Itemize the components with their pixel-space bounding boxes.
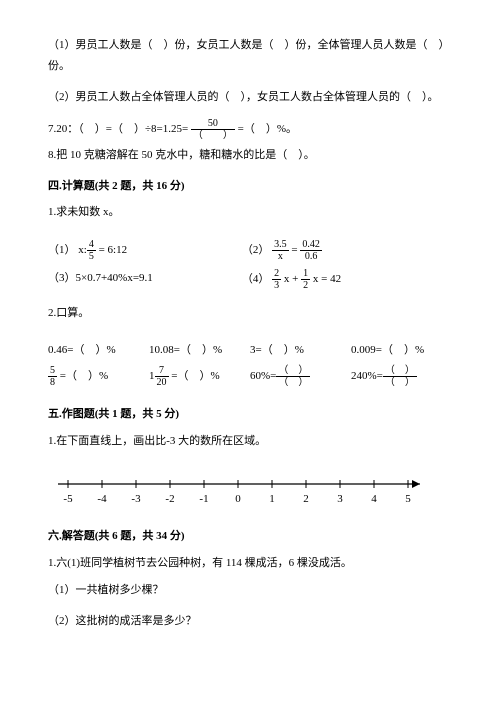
eq2-eq: = bbox=[291, 244, 297, 256]
frac-num: 7 bbox=[155, 365, 169, 377]
eq4-frac2: 12 bbox=[301, 268, 310, 291]
q1-part2: （2）男员工人数占全体管理人员的（ ），女员工人数占全体管理人员的（ ）。 bbox=[48, 87, 452, 108]
eq2-frac2: 0.420.6 bbox=[300, 239, 322, 262]
q7-frac: 50 （ ） bbox=[191, 118, 235, 141]
frac-num: 1 bbox=[301, 268, 310, 280]
svg-text:1: 1 bbox=[269, 493, 275, 505]
eq2-label: （2） bbox=[242, 244, 270, 256]
c2: 10.08=（ ）% bbox=[149, 340, 250, 361]
svg-text:3: 3 bbox=[337, 493, 343, 505]
frac-num: 50 bbox=[191, 118, 235, 130]
number-line: -5 -4 -3 -2 -1 0 1 2 3 4 5 bbox=[48, 466, 452, 516]
c8-text: 240%= bbox=[351, 370, 383, 382]
eq1: （1） x:45 = 6:12 bbox=[48, 239, 242, 262]
svg-text:-4: -4 bbox=[97, 493, 107, 505]
svg-text:-3: -3 bbox=[131, 493, 141, 505]
q7: 7.20：（ ）=（ ）÷8=1.25= 50 （ ） =（ ）%。 bbox=[48, 118, 452, 141]
c1: 0.46=（ ）% bbox=[48, 340, 149, 361]
frac-den: 8 bbox=[48, 377, 57, 388]
c5-frac: 58 bbox=[48, 365, 57, 388]
s4-q2: 2.口算。 bbox=[48, 303, 452, 324]
frac-den: 0.6 bbox=[300, 251, 322, 262]
svg-text:5: 5 bbox=[405, 493, 411, 505]
q1-part1: （1）男员工人数是（ ）份，女员工人数是（ ）份，全体管理人员人数是（ ）份。 bbox=[48, 35, 452, 77]
svg-text:2: 2 bbox=[303, 493, 309, 505]
q7-right: =（ ）%。 bbox=[238, 123, 297, 135]
eq4: （4） 23 x + 12 x = 42 bbox=[242, 268, 452, 291]
eq4-mid2: x = 42 bbox=[313, 273, 341, 285]
eq-row2: （3）5×0.7+40%x=9.1 （4） 23 x + 12 x = 42 bbox=[48, 268, 452, 291]
c5-text: =（ ）% bbox=[57, 370, 108, 382]
frac-den: x bbox=[272, 251, 289, 262]
frac-den: 3 bbox=[272, 280, 281, 291]
c7: 60%=（ ）（ ） bbox=[250, 365, 351, 388]
eq2-frac1: 3.5x bbox=[272, 239, 289, 262]
s5-q1: 1.在下面直线上，画出比-3 大的数所在区域。 bbox=[48, 431, 452, 452]
q8: 8.把 10 克糖溶解在 50 克水中，糖和糖水的比是（ ）。 bbox=[48, 145, 452, 166]
eq1-x: x: bbox=[78, 244, 87, 256]
frac-den: 2 bbox=[301, 280, 310, 291]
eq1-right: = 6:12 bbox=[99, 244, 128, 256]
c8-frac: （ ）（ ） bbox=[383, 365, 417, 388]
frac-num: 4 bbox=[87, 239, 96, 251]
frac-num: （ ） bbox=[383, 365, 417, 377]
s6-q1-1: （1）一共植树多少棵？ bbox=[48, 580, 452, 601]
section6-title: 六.解答题(共 6 题，共 34 分) bbox=[48, 526, 452, 547]
c6-frac: 720 bbox=[155, 365, 169, 388]
eq1-label: （1） bbox=[48, 244, 76, 256]
calc-row1: 0.46=（ ）% 10.08=（ ）% 3=（ ）% 0.009=（ ）% bbox=[48, 340, 452, 361]
eq2: （2） 3.5x = 0.420.6 bbox=[242, 239, 452, 262]
calc-row2: 58 =（ ）% 1720 =（ ）% 60%=（ ）（ ） 240%=（ ）（… bbox=[48, 365, 452, 388]
c6-text: =（ ）% bbox=[169, 370, 220, 382]
eq1-frac: 45 bbox=[87, 239, 96, 262]
frac-num: （ ） bbox=[276, 365, 310, 377]
section4-title: 四.计算题(共 2 题，共 16 分) bbox=[48, 176, 452, 197]
c4: 0.009=（ ）% bbox=[351, 340, 452, 361]
s6-q1: 1.六(1)班同学植树节去公园种树，有 114 棵成活，6 棵没成活。 bbox=[48, 553, 452, 574]
svg-text:0: 0 bbox=[235, 493, 241, 505]
s6-q1-2: （2）这批树的成活率是多少？ bbox=[48, 611, 452, 632]
frac-den: （ ） bbox=[191, 130, 235, 141]
eq4-label: （4） bbox=[242, 273, 270, 285]
eq3: （3）5×0.7+40%x=9.1 bbox=[48, 268, 242, 291]
c7-text: 60%= bbox=[250, 370, 276, 382]
c3: 3=（ ）% bbox=[250, 340, 351, 361]
svg-text:4: 4 bbox=[371, 493, 377, 505]
frac-num: 3.5 bbox=[272, 239, 289, 251]
c6: 1720 =（ ）% bbox=[149, 365, 250, 388]
svg-text:-1: -1 bbox=[199, 493, 208, 505]
section5-title: 五.作图题(共 1 题，共 5 分) bbox=[48, 404, 452, 425]
frac-den: （ ） bbox=[276, 377, 310, 388]
numberline-svg: -5 -4 -3 -2 -1 0 1 2 3 4 5 bbox=[48, 466, 428, 516]
q7-left: 7.20：（ ）=（ ）÷8=1.25= bbox=[48, 123, 188, 135]
frac-num: 0.42 bbox=[300, 239, 322, 251]
svg-text:-5: -5 bbox=[63, 493, 73, 505]
eq4-mid1: x + bbox=[284, 273, 298, 285]
frac-den: （ ） bbox=[383, 377, 417, 388]
eq4-frac1: 23 bbox=[272, 268, 281, 291]
c8: 240%=（ ）（ ） bbox=[351, 365, 452, 388]
frac-den: 5 bbox=[87, 251, 96, 262]
c7-frac: （ ）（ ） bbox=[276, 365, 310, 388]
frac-num: 5 bbox=[48, 365, 57, 377]
c5: 58 =（ ）% bbox=[48, 365, 149, 388]
frac-den: 20 bbox=[155, 377, 169, 388]
frac-num: 2 bbox=[272, 268, 281, 280]
s4-q1: 1.求未知数 x。 bbox=[48, 202, 452, 223]
eq-row1: （1） x:45 = 6:12 （2） 3.5x = 0.420.6 bbox=[48, 239, 452, 262]
svg-text:-2: -2 bbox=[165, 493, 174, 505]
